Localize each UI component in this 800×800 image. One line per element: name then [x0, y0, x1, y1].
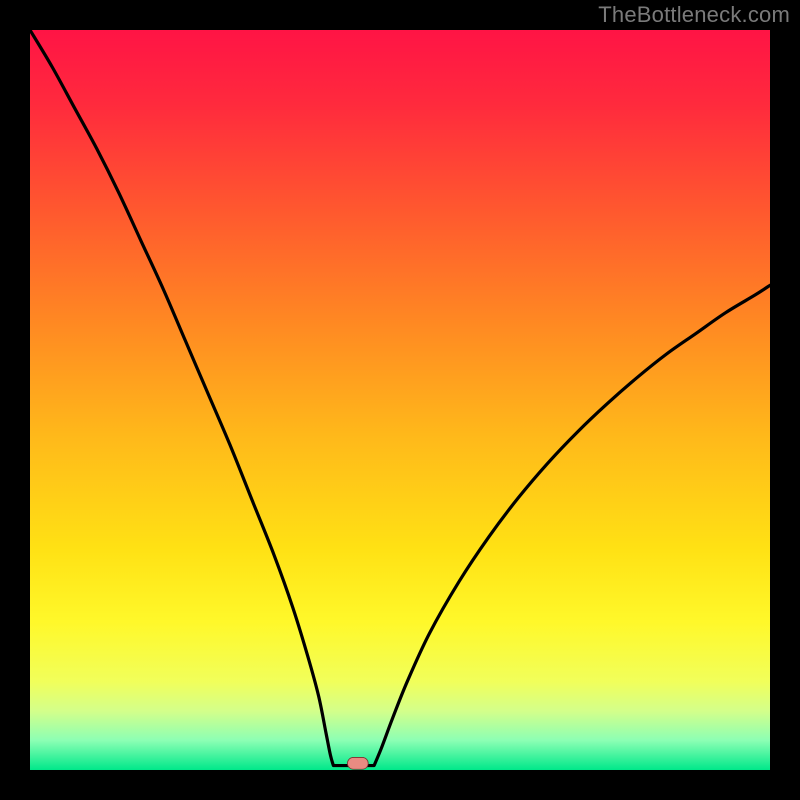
chart-stage: TheBottleneck.com	[0, 0, 800, 800]
chart-svg	[30, 30, 770, 770]
optimal-point-marker	[347, 757, 368, 769]
chart-background-gradient	[30, 30, 770, 770]
bottleneck-curve-chart	[30, 30, 770, 770]
watermark-text: TheBottleneck.com	[598, 2, 790, 28]
